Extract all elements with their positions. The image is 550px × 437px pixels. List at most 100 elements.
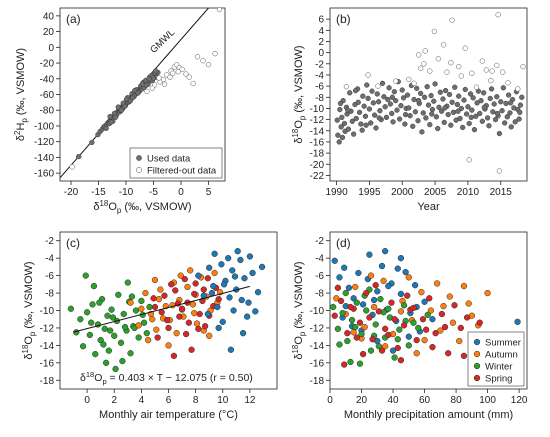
x-tick-label: -20 xyxy=(64,187,79,198)
data-point xyxy=(495,12,501,18)
data-point xyxy=(381,94,387,100)
data-point xyxy=(366,251,373,258)
y-tick-label: -2 xyxy=(45,236,54,247)
data-point xyxy=(459,124,466,131)
data-point xyxy=(421,298,428,305)
data-point xyxy=(507,100,514,106)
data-point xyxy=(345,284,353,291)
data-point xyxy=(331,257,338,264)
data-point xyxy=(177,272,184,279)
data-point xyxy=(413,350,420,357)
data-point xyxy=(385,305,392,312)
data-point xyxy=(186,74,192,80)
label-post: (‰, VSMOW) xyxy=(293,261,305,331)
label-sub: p xyxy=(298,331,307,336)
data-point xyxy=(211,269,218,277)
y-tick-label: -20 xyxy=(40,59,55,70)
label-sub: p xyxy=(298,115,307,120)
data-point xyxy=(456,63,462,70)
data-point xyxy=(244,313,251,320)
plot-frame xyxy=(59,231,278,390)
data-point xyxy=(380,277,387,284)
data-point xyxy=(517,109,523,116)
data-point xyxy=(118,107,125,113)
data-point xyxy=(191,309,198,317)
panel-a: -20 -15 -10 -5 0 5 -160 -140 -120 -100 -80 -60 -40 -2… xyxy=(13,7,226,215)
plot-frame xyxy=(329,7,528,182)
y-axis-label: δ18Op (‰, VSMOW) xyxy=(291,261,307,359)
data-point xyxy=(481,90,487,96)
data-point xyxy=(435,56,442,62)
data-point xyxy=(117,339,125,346)
y-tick-label: -10 xyxy=(40,306,55,317)
data-point xyxy=(492,116,499,123)
data-point xyxy=(189,301,197,308)
data-point xyxy=(477,110,483,117)
data-point xyxy=(144,88,150,95)
series-used-data xyxy=(76,68,161,160)
x-tick-label: 0 xyxy=(178,187,184,198)
label-post: = 0.403 × T − 12.075 (r = 0.50) xyxy=(107,372,253,384)
x-tick-label: -15 xyxy=(91,187,106,198)
data-point xyxy=(377,108,383,114)
panel-c: 0 2 4 6 8 10 12 -18 -16 -14 -12 -10 -8 -6 -4 -2 Monthly … xyxy=(21,231,278,421)
data-point xyxy=(219,318,226,325)
label-pre: Monthly air temperature (°C) xyxy=(99,409,238,421)
data-point xyxy=(347,358,354,366)
data-point xyxy=(494,110,501,117)
data-point xyxy=(108,306,115,313)
data-point xyxy=(67,305,74,312)
data-point xyxy=(483,67,489,73)
label-post: (‰, VSMOW) xyxy=(15,48,27,118)
data-point xyxy=(393,97,399,104)
data-point xyxy=(237,256,244,264)
data-point xyxy=(239,330,247,337)
data-point xyxy=(375,83,381,89)
data-point xyxy=(362,113,369,119)
data-point xyxy=(517,102,524,108)
panel-d: 0 20 40 60 80 100 120 -18 -16 -14 -12 -10 -8 -6 -4 -2 Mo… xyxy=(291,231,528,421)
data-point xyxy=(505,92,512,98)
y-axis-label: δ18Op (‰, VSMOW) xyxy=(21,261,37,359)
data-point xyxy=(429,111,435,117)
y-tick-label: -10 xyxy=(310,306,325,317)
data-point xyxy=(405,342,412,349)
data-point xyxy=(107,327,114,334)
data-point xyxy=(112,365,119,373)
data-point xyxy=(190,80,196,87)
data-point xyxy=(440,42,447,48)
data-point xyxy=(188,346,195,353)
data-point xyxy=(246,253,254,260)
data-point xyxy=(454,101,461,108)
x-tick-label: 4 xyxy=(139,395,145,406)
data-point xyxy=(258,263,266,271)
data-point xyxy=(410,304,417,312)
data-point xyxy=(359,350,367,358)
data-point xyxy=(424,84,430,90)
data-point xyxy=(347,303,354,311)
x-tick-label: -5 xyxy=(149,187,158,198)
data-point xyxy=(424,311,431,319)
data-point xyxy=(396,326,403,333)
data-point xyxy=(330,303,337,311)
data-point xyxy=(498,99,504,105)
data-point xyxy=(385,282,392,290)
data-point xyxy=(427,307,435,314)
data-point xyxy=(108,119,114,125)
data-point xyxy=(86,331,93,339)
data-point xyxy=(500,85,507,91)
label-sup: 2 xyxy=(13,131,22,135)
data-point xyxy=(89,301,96,308)
panel-label: (a) xyxy=(66,12,81,26)
data-point xyxy=(394,344,401,352)
data-point xyxy=(344,330,351,337)
y-tick-label: 0 xyxy=(318,48,324,59)
x-axis-label: Year xyxy=(417,201,440,213)
data-point xyxy=(422,48,428,54)
data-point xyxy=(79,343,87,350)
data-point xyxy=(238,296,245,304)
data-point xyxy=(127,299,134,306)
data-point xyxy=(145,337,152,344)
data-point xyxy=(451,302,458,309)
data-point xyxy=(417,90,424,97)
